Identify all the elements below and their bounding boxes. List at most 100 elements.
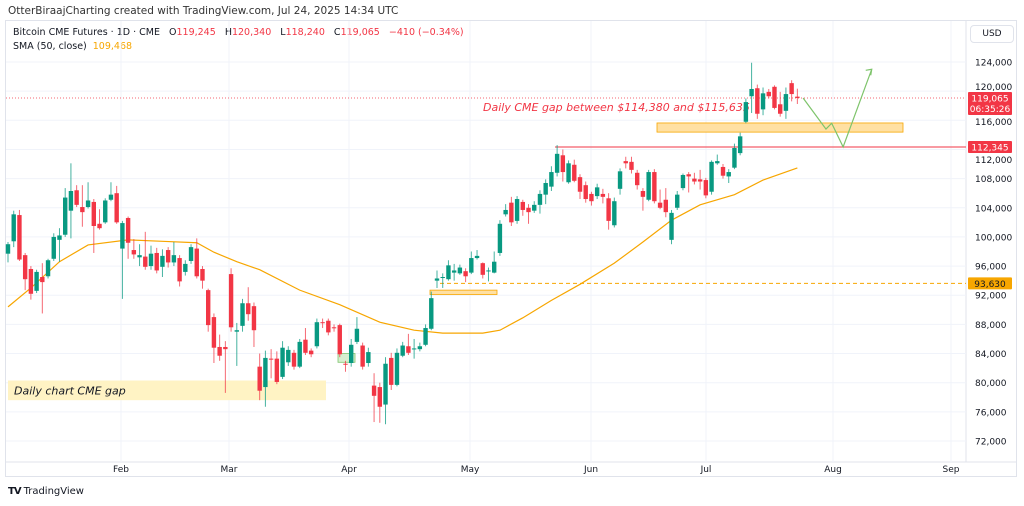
candle[interactable] [5,242,11,263]
candle[interactable] [749,62,754,114]
candle[interactable] [211,313,217,364]
candle[interactable] [308,348,314,358]
candle[interactable] [354,317,360,345]
candle[interactable] [91,199,96,253]
currency-button[interactable]: USD [970,25,1014,43]
candle[interactable] [22,252,28,291]
candle[interactable] [200,266,205,289]
candle[interactable] [291,349,297,370]
candle[interactable] [74,185,79,208]
candle[interactable] [326,318,331,336]
candle[interactable] [778,91,783,117]
sma-legend[interactable]: SMA (50, close) 109,468 [13,41,132,52]
candle[interactable] [80,185,85,227]
candle[interactable] [148,245,154,270]
candle[interactable] [503,204,508,217]
candle[interactable] [692,172,697,185]
candle[interactable] [114,185,119,224]
candle[interactable] [686,172,691,193]
candle[interactable] [743,98,749,124]
candle[interactable] [131,239,137,259]
candle[interactable] [165,247,171,268]
candle[interactable] [663,188,668,218]
candle[interactable] [45,258,51,279]
tradingview-logo[interactable]: TV TradingView [8,486,84,497]
candle[interactable] [680,173,686,191]
candle[interactable] [572,159,577,183]
candle[interactable] [737,132,743,156]
candle[interactable] [451,263,457,281]
candle[interactable] [383,357,388,425]
candle[interactable] [497,220,503,256]
candle[interactable] [394,348,400,387]
candle[interactable] [360,342,365,370]
candle[interactable] [337,323,342,358]
candle[interactable] [709,160,714,195]
candle[interactable] [474,250,480,260]
candle[interactable] [400,341,405,358]
candle[interactable] [755,84,760,119]
candle[interactable] [480,262,485,279]
candle[interactable] [606,193,611,230]
candle[interactable] [589,191,594,206]
candle[interactable] [234,322,239,366]
candle[interactable] [772,85,777,110]
candle[interactable] [760,87,766,116]
candle[interactable] [635,169,640,190]
candle[interactable] [697,169,703,190]
candle[interactable] [268,349,274,379]
candle[interactable] [640,188,646,211]
candle[interactable] [171,242,177,267]
candle[interactable] [463,268,468,283]
candle[interactable] [795,88,800,104]
candle[interactable] [675,191,680,210]
candle[interactable] [377,382,382,423]
candle[interactable] [34,269,39,294]
candle[interactable] [314,318,320,349]
candle[interactable] [720,164,726,179]
candle[interactable] [228,268,234,332]
candle[interactable] [183,260,188,276]
candle[interactable] [17,209,22,261]
candle[interactable] [629,156,634,174]
candle[interactable] [257,353,262,401]
candle[interactable] [549,166,554,192]
candle[interactable] [446,260,451,281]
candle[interactable] [457,264,463,275]
candle[interactable] [583,181,588,203]
candle[interactable] [223,341,228,393]
cme-gap-zone-small[interactable] [429,289,498,295]
candle[interactable] [623,156,628,169]
candle[interactable] [177,255,182,287]
candle[interactable] [274,351,280,385]
candle[interactable] [125,216,131,259]
sma-50-line[interactable] [7,167,798,334]
candle[interactable] [188,244,194,264]
candle[interactable] [612,197,617,228]
cme-gap-zone-old[interactable] [8,380,326,401]
candle[interactable] [417,342,423,352]
candle[interactable] [85,182,91,209]
candle[interactable] [108,182,114,202]
candle[interactable] [63,188,68,237]
cme-gap-zone-filled[interactable] [337,353,356,363]
candle[interactable] [349,338,354,367]
candle[interactable] [28,266,34,300]
candle[interactable] [560,149,566,182]
candle[interactable] [594,183,600,200]
candle[interactable] [411,338,417,359]
cme-gap-zone-current[interactable] [656,122,904,133]
candle[interactable] [520,199,525,216]
candle[interactable] [429,291,434,331]
candle[interactable] [732,143,737,170]
candle[interactable] [554,145,560,177]
candle[interactable] [652,169,657,204]
candle[interactable] [366,347,371,367]
candle[interactable] [389,352,394,390]
candle[interactable] [143,231,148,270]
candle[interactable] [57,228,62,262]
candle[interactable] [703,177,709,199]
candle[interactable] [97,209,102,230]
candle[interactable] [440,273,445,288]
